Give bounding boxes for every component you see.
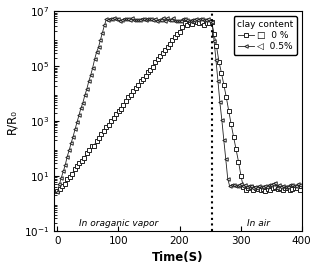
- Line: □  0 %: □ 0 %: [56, 20, 301, 193]
- Line: ◁  0.5%: ◁ 0.5%: [56, 16, 302, 194]
- □  0 %: [55, 190, 59, 193]
- □  0 %: [192, 20, 196, 23]
- Legend: □  0 %, ◁  0.5%: □ 0 %, ◁ 0.5%: [234, 16, 297, 55]
- ◁  0.5%: [118, 19, 122, 22]
- X-axis label: Time(S): Time(S): [152, 251, 204, 264]
- ◁  0.5%: [112, 17, 116, 20]
- Y-axis label: R/R₀: R/R₀: [6, 109, 19, 134]
- ◁  0.5%: [261, 185, 265, 189]
- ◁  0.5%: [285, 185, 288, 188]
- ◁  0.5%: [298, 183, 302, 187]
- ◁  0.5%: [55, 191, 59, 194]
- □  0 %: [180, 25, 184, 29]
- ◁  0.5%: [161, 16, 165, 19]
- ◁  0.5%: [267, 184, 271, 187]
- □  0 %: [112, 116, 116, 119]
- Text: In oraganic vapor: In oraganic vapor: [79, 219, 158, 228]
- □  0 %: [298, 188, 301, 192]
- □  0 %: [290, 188, 294, 191]
- □  0 %: [202, 23, 206, 26]
- □  0 %: [263, 190, 267, 193]
- □  0 %: [102, 129, 106, 132]
- □  0 %: [283, 186, 287, 189]
- ◁  0.5%: [208, 20, 212, 23]
- Text: In air: In air: [247, 219, 270, 228]
